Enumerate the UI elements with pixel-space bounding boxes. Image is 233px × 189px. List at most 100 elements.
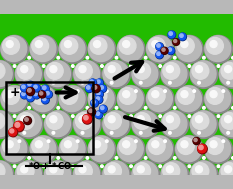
Circle shape bbox=[119, 138, 136, 154]
Circle shape bbox=[147, 136, 172, 162]
Text: +: + bbox=[9, 86, 20, 99]
Circle shape bbox=[178, 138, 194, 154]
Circle shape bbox=[103, 111, 130, 139]
Circle shape bbox=[42, 85, 48, 92]
Circle shape bbox=[88, 108, 95, 115]
Circle shape bbox=[161, 111, 187, 137]
Circle shape bbox=[97, 80, 100, 83]
Circle shape bbox=[227, 81, 230, 84]
Circle shape bbox=[39, 91, 45, 97]
Circle shape bbox=[101, 115, 103, 117]
Circle shape bbox=[76, 90, 79, 92]
Circle shape bbox=[163, 163, 180, 180]
Circle shape bbox=[82, 115, 92, 124]
Circle shape bbox=[176, 86, 202, 112]
Circle shape bbox=[86, 156, 89, 159]
Circle shape bbox=[225, 166, 232, 173]
Circle shape bbox=[219, 111, 233, 139]
Circle shape bbox=[103, 61, 129, 87]
Circle shape bbox=[210, 91, 217, 98]
Circle shape bbox=[166, 66, 173, 73]
Circle shape bbox=[134, 163, 151, 180]
Circle shape bbox=[96, 97, 99, 100]
Circle shape bbox=[27, 88, 31, 92]
Circle shape bbox=[50, 166, 57, 173]
Circle shape bbox=[193, 90, 195, 92]
Circle shape bbox=[217, 65, 220, 67]
Circle shape bbox=[64, 141, 71, 148]
Circle shape bbox=[105, 113, 121, 129]
Circle shape bbox=[28, 82, 31, 86]
Circle shape bbox=[96, 112, 99, 115]
Circle shape bbox=[103, 161, 129, 187]
Circle shape bbox=[192, 113, 209, 129]
Circle shape bbox=[161, 60, 189, 88]
Circle shape bbox=[64, 41, 71, 48]
Circle shape bbox=[42, 96, 48, 103]
Circle shape bbox=[117, 36, 143, 61]
Circle shape bbox=[28, 106, 31, 109]
Circle shape bbox=[198, 144, 206, 153]
Circle shape bbox=[35, 41, 42, 48]
Circle shape bbox=[117, 86, 143, 112]
Circle shape bbox=[175, 136, 203, 163]
Circle shape bbox=[106, 140, 108, 143]
Circle shape bbox=[117, 35, 145, 63]
Circle shape bbox=[72, 65, 74, 67]
Circle shape bbox=[178, 88, 194, 104]
Circle shape bbox=[101, 65, 103, 67]
Circle shape bbox=[173, 56, 176, 59]
Circle shape bbox=[205, 85, 232, 113]
Circle shape bbox=[159, 165, 161, 168]
Circle shape bbox=[105, 63, 121, 79]
Circle shape bbox=[47, 140, 50, 143]
Circle shape bbox=[152, 141, 159, 148]
Circle shape bbox=[152, 41, 159, 48]
Circle shape bbox=[119, 88, 136, 104]
Circle shape bbox=[156, 51, 163, 59]
Circle shape bbox=[92, 100, 95, 104]
Circle shape bbox=[59, 36, 85, 61]
Circle shape bbox=[140, 81, 142, 84]
Circle shape bbox=[1, 35, 28, 63]
Circle shape bbox=[164, 90, 166, 92]
Circle shape bbox=[190, 161, 216, 187]
Circle shape bbox=[23, 132, 26, 134]
Circle shape bbox=[46, 113, 63, 129]
Circle shape bbox=[132, 161, 158, 187]
Circle shape bbox=[132, 111, 158, 137]
Circle shape bbox=[132, 161, 160, 189]
Circle shape bbox=[148, 88, 165, 104]
Circle shape bbox=[166, 166, 173, 173]
Circle shape bbox=[28, 56, 31, 59]
Circle shape bbox=[101, 165, 103, 168]
Circle shape bbox=[86, 56, 89, 59]
Circle shape bbox=[24, 117, 31, 125]
Circle shape bbox=[88, 136, 114, 162]
Circle shape bbox=[206, 88, 223, 104]
Circle shape bbox=[33, 84, 40, 91]
Circle shape bbox=[83, 115, 91, 123]
Circle shape bbox=[96, 79, 103, 87]
Circle shape bbox=[75, 63, 92, 79]
Circle shape bbox=[147, 86, 172, 112]
Circle shape bbox=[6, 91, 13, 98]
Circle shape bbox=[117, 136, 145, 163]
Circle shape bbox=[106, 90, 108, 92]
Circle shape bbox=[42, 115, 45, 117]
Circle shape bbox=[167, 47, 174, 54]
Circle shape bbox=[210, 41, 217, 48]
Circle shape bbox=[100, 105, 107, 113]
Circle shape bbox=[163, 63, 180, 79]
Circle shape bbox=[25, 118, 28, 121]
Circle shape bbox=[96, 91, 103, 98]
Circle shape bbox=[46, 163, 63, 180]
Circle shape bbox=[17, 63, 34, 79]
Circle shape bbox=[205, 36, 231, 61]
Circle shape bbox=[173, 156, 176, 159]
Circle shape bbox=[190, 111, 218, 139]
Circle shape bbox=[57, 56, 60, 59]
Circle shape bbox=[74, 111, 99, 137]
Circle shape bbox=[16, 61, 41, 87]
Circle shape bbox=[93, 86, 97, 89]
